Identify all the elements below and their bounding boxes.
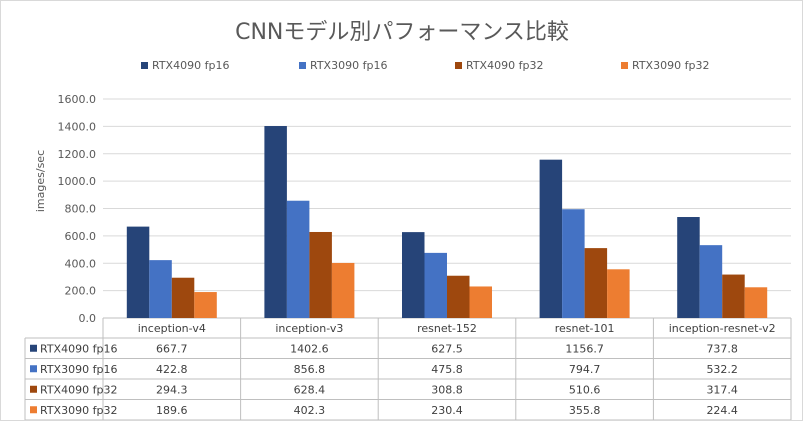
- table-cell-value: 224.4: [706, 404, 738, 417]
- table-cell-value: 230.4: [431, 404, 463, 417]
- bar-rtx3090-fp32-inception-v3: [331, 262, 355, 318]
- legend-label: RTX4090 fp16: [152, 59, 229, 72]
- table-cell-value: 475.8: [431, 363, 463, 376]
- bar-rtx3090-fp32-inception-v4: [194, 292, 217, 318]
- y-tick-label: 1000.0: [58, 175, 97, 188]
- bar-rtx4090-fp32-inception-resnet-v2: [722, 274, 745, 318]
- table-cell-value: 510.6: [569, 383, 601, 396]
- y-tick-label: 1200.0: [58, 148, 97, 161]
- table-cell-value: 317.4: [706, 383, 738, 396]
- legend: RTX4090 fp16 RTX3090 fp16 RTX4090 fp32 RTX3…: [141, 59, 709, 72]
- table-series-label: RTX4090 fp32: [40, 383, 117, 396]
- table-series-label: RTX4090 fp16: [40, 342, 117, 355]
- legend-swatch: [141, 62, 148, 69]
- bar-rtx3090-fp16-inception-v4: [149, 260, 172, 318]
- table-cell-value: 628.4: [294, 383, 326, 396]
- y-axis-ticks: 0.0 200.0 400.0 600.0 800.0 1000.0 1200.0 1400.…: [58, 93, 97, 325]
- y-tick-label: 0.0: [79, 312, 97, 325]
- table-cell-value: 627.5: [431, 342, 463, 355]
- chart-title: CNNモデル別パフォーマンス比較: [235, 20, 569, 45]
- y-tick-label: 200.0: [65, 285, 97, 298]
- table-legend-swatch: [30, 344, 37, 352]
- category-label: inception-v3: [275, 322, 343, 335]
- gridlines: [103, 98, 791, 319]
- table-cell-value: 189.6: [156, 404, 188, 417]
- y-tick-label: 400.0: [65, 257, 97, 270]
- legend-swatch: [455, 62, 462, 69]
- bar-rtx3090-fp16-resnet-101: [562, 209, 585, 318]
- table-cell-value: 402.3: [294, 404, 326, 417]
- y-axis-label: images/sec: [34, 150, 47, 212]
- legend-label: RTX3090 fp16: [310, 59, 387, 72]
- bar-rtx4090-fp32-resnet-101: [584, 248, 608, 318]
- bar-rtx4090-fp16-inception-v3: [264, 126, 287, 318]
- bar-rtx4090-fp16-resnet-152: [402, 232, 425, 318]
- category-label: resnet-101: [555, 322, 615, 335]
- bars: [126, 126, 768, 318]
- table-series-label: RTX3090 fp16: [40, 363, 117, 376]
- bar-rtx4090-fp32-inception-v4: [171, 277, 195, 318]
- bar-rtx4090-fp16-inception-resnet-v2: [677, 217, 700, 318]
- bar-rtx4090-fp32-resnet-152: [447, 275, 470, 318]
- legend-swatch: [299, 62, 306, 69]
- bar-rtx3090-fp32-resnet-152: [469, 286, 492, 318]
- category-label: inception-resnet-v2: [669, 322, 776, 335]
- table-cell-value: 737.8: [706, 342, 738, 355]
- table-legend-swatch: [30, 406, 37, 414]
- table-cell-value: 1156.7: [565, 342, 604, 355]
- table-legend-swatch: [30, 365, 37, 373]
- table-cell-value: 1402.6: [290, 342, 329, 355]
- bar-rtx4090-fp16-inception-v4: [126, 226, 150, 318]
- table-cell-value: 308.8: [431, 383, 463, 396]
- y-tick-label: 800.0: [65, 203, 97, 216]
- table-cell-value: 532.2: [706, 363, 738, 376]
- y-tick-label: 600.0: [65, 230, 97, 243]
- table-legend-swatch: [30, 385, 37, 393]
- table-cell-value: 667.7: [156, 342, 188, 355]
- bar-rtx3090-fp16-inception-resnet-v2: [699, 245, 723, 318]
- table-cell-value: 794.7: [569, 363, 601, 376]
- legend-label: RTX3090 fp32: [632, 59, 709, 72]
- table-cell-value: 294.3: [156, 383, 188, 396]
- bar-rtx3090-fp16-inception-v3: [286, 200, 310, 318]
- bar-rtx3090-fp16-resnet-152: [424, 252, 447, 318]
- table-cell-value: 355.8: [569, 404, 601, 417]
- bar-rtx3090-fp32-resnet-101: [607, 269, 630, 318]
- category-label: resnet-152: [417, 322, 477, 335]
- table-cell-value: 856.8: [294, 363, 326, 376]
- table-series-label: RTX3090 fp32: [40, 404, 117, 417]
- y-tick-label: 1400.0: [58, 120, 97, 133]
- legend-swatch: [621, 62, 628, 69]
- category-label: inception-v4: [138, 322, 206, 335]
- bar-rtx4090-fp32-inception-v3: [309, 231, 332, 318]
- bar-rtx4090-fp16-resnet-101: [539, 159, 563, 318]
- y-tick-label: 1600.0: [58, 93, 97, 106]
- data-table: inception-v4 inception-v3 resnet-152 resnet…: [24, 318, 792, 420]
- legend-label: RTX4090 fp32: [466, 59, 543, 72]
- bar-rtx3090-fp32-inception-resnet-v2: [744, 287, 768, 318]
- table-cell-value: 422.8: [156, 363, 188, 376]
